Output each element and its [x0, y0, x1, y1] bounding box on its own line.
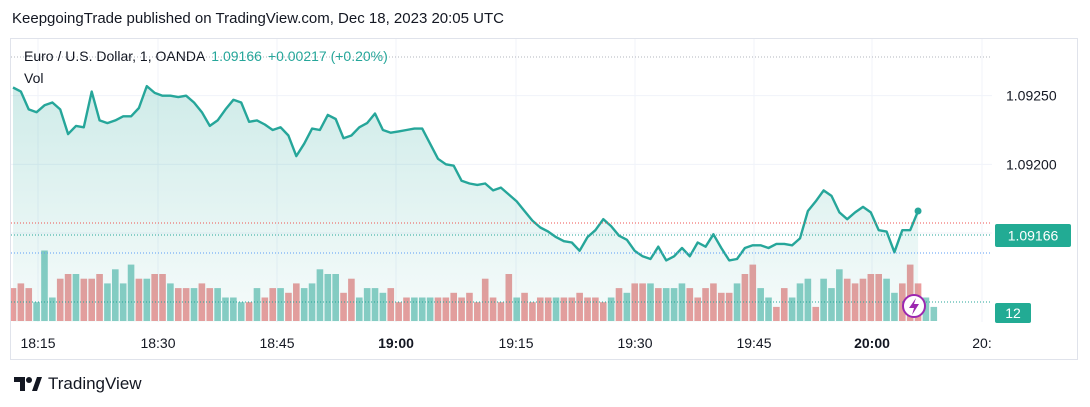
volume-label[interactable]: Vol — [24, 70, 44, 86]
chart-frame — [10, 38, 1078, 360]
time-axis[interactable]: 18:15 18:30 18:45 19:00 19:15 19:30 19:45 20:00… — [20, 335, 991, 351]
symbol-name[interactable]: Euro / U.S. Dollar, 1, OANDA — [24, 48, 206, 64]
brand-name: TradingView — [48, 374, 142, 393]
time-tick-label: 20:00 — [854, 335, 890, 351]
price-tick-label: 1.09200 — [1006, 156, 1057, 172]
lightning-alert-icon[interactable] — [902, 294, 926, 318]
time-tick-label: 18:45 — [259, 335, 294, 351]
price-badge-label: 1.09166 — [1008, 228, 1059, 244]
time-tick-label: 19:30 — [617, 335, 652, 351]
time-tick-label: 20: — [972, 335, 991, 351]
price-area-fill — [13, 86, 919, 322]
tradingview-logo-icon — [14, 377, 42, 391]
time-tick-label: 19:45 — [736, 335, 771, 351]
symbol-legend: Euro / U.S. Dollar, 1, OANDA 1.09166 +0.00… — [24, 48, 388, 64]
time-tick-label: 19:15 — [498, 335, 533, 351]
volume-badge-label: 12 — [1005, 305, 1021, 321]
time-tick-label: 19:00 — [378, 335, 414, 351]
last-price: 1.09166 — [211, 48, 262, 64]
price-line — [12, 84, 920, 262]
publisher-caption: KeepgoingTrade published on TradingView.… — [12, 10, 504, 27]
volume-bar — [930, 306, 938, 321]
last-price-dot — [914, 207, 922, 215]
volume-badge: 12 — [995, 303, 1031, 323]
price-badge: 1.09166 — [995, 224, 1071, 247]
volume-bar — [922, 297, 930, 321]
price-change: +0.00217 (+0.20%) — [267, 48, 388, 64]
price-tick-label: 1.09250 — [1006, 88, 1057, 104]
time-tick-label: 18:15 — [20, 335, 55, 351]
price-area — [12, 84, 922, 322]
tradingview-brand[interactable]: TradingView — [14, 374, 142, 394]
time-tick-label: 18:30 — [140, 335, 175, 351]
